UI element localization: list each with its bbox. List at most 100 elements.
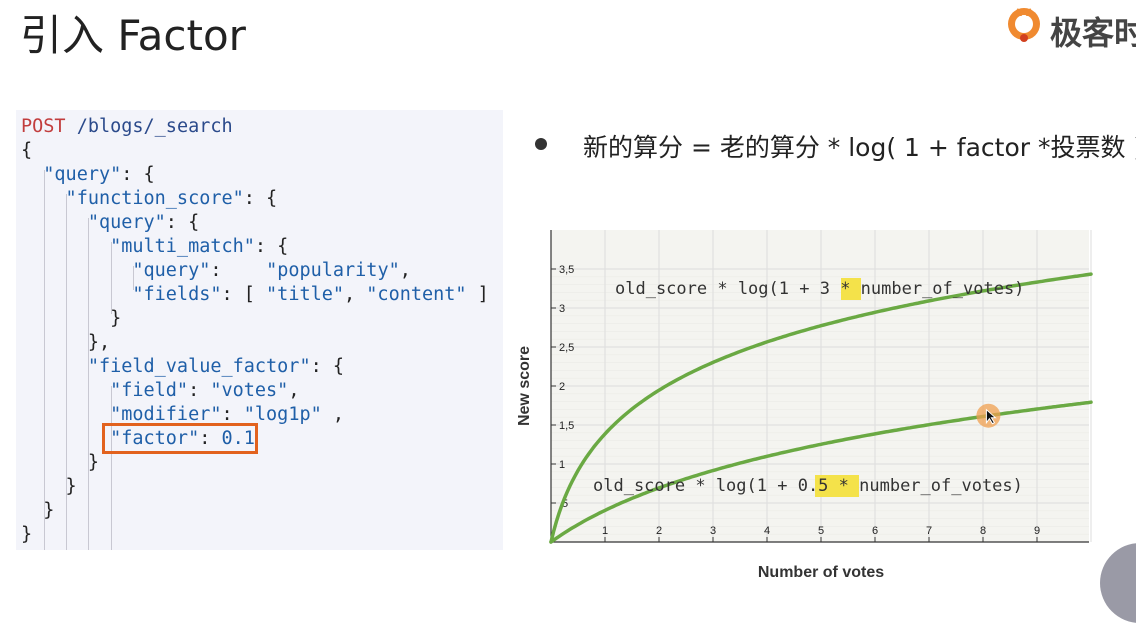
x-tick-label: 2 [656, 525, 662, 537]
code-token: "title" [266, 284, 345, 305]
code-token: : [199, 428, 222, 449]
series-annotation: old_score * log(1 + 3 * number_of_votes) [615, 279, 1024, 299]
code-line: } [21, 308, 121, 329]
x-axis-title: Number of votes [758, 564, 884, 581]
brand-logo: 极客时间 [1004, 4, 1136, 52]
code-line: "fields": [ "title", "content" ] [21, 284, 489, 305]
code-line: "modifier": "log1p" , [21, 404, 344, 425]
x-tick-label: 7 [926, 525, 932, 537]
x-tick-label: 8 [980, 525, 986, 537]
code-token: } [21, 452, 99, 473]
presenter-corner [1100, 543, 1136, 623]
code-token: "field_value_factor" [21, 356, 311, 377]
code-token: POST [21, 116, 66, 137]
code-token: , [288, 380, 300, 401]
code-line: POST /blogs/_search [21, 116, 233, 137]
code-panel: POST /blogs/_search{ "query": { "functio… [16, 110, 503, 550]
code-token: "log1p" [243, 404, 322, 425]
slide-title: 引入 Factor [20, 11, 246, 60]
x-tick-label: 5 [818, 525, 824, 537]
code-line: }, [21, 332, 110, 353]
code-line: "factor": 0.1 [21, 428, 255, 449]
annotation-value: 0.5 [798, 476, 829, 496]
y-axis-title: New score [516, 346, 533, 426]
x-tick-label: 9 [1034, 525, 1040, 537]
annotation-suffix: * number_of_votes) [828, 476, 1022, 496]
code-token: "query" [21, 164, 122, 185]
logo-text: 极客时间 [1050, 14, 1136, 52]
code-line: "query": { [21, 212, 199, 233]
code-token: } [21, 476, 77, 497]
factor-highlight-box [102, 423, 258, 454]
indent-guide [111, 242, 112, 314]
code-token: : { [121, 164, 155, 185]
code-token: 0.1 [221, 428, 255, 449]
x-tick-label: 4 [764, 525, 770, 537]
code-token: : [210, 260, 267, 281]
code-line: "field": "votes", [21, 380, 299, 401]
curve-factor-0 [549, 272, 1093, 544]
code-token: } [21, 308, 122, 329]
x-tick-label: 3 [710, 525, 716, 537]
y-tick-label: 3 [559, 303, 565, 315]
annotation-suffix: * number_of_votes) [830, 279, 1024, 299]
indent-guide [133, 266, 134, 290]
code-token: "votes" [210, 380, 289, 401]
mouse-cursor-icon [985, 408, 997, 425]
y-tick-label: 2,5 [559, 342, 574, 354]
curve-factor-1 [549, 400, 1093, 544]
code-token: : [188, 380, 211, 401]
annotation-prefix: old_score * log(1 + [593, 476, 798, 496]
code-line: "query": "popularity", [21, 260, 411, 281]
x-tick-label: 1 [602, 525, 608, 537]
code-token: /blogs/_search [65, 116, 233, 137]
code-token: } [21, 524, 33, 545]
x-tick-label: 6 [872, 525, 878, 537]
code-token: : { [254, 236, 289, 257]
indent-guide [88, 218, 89, 550]
code-line: } [21, 500, 54, 521]
code-token: : { [165, 212, 200, 233]
y-tick-label: 3,5 [559, 264, 574, 276]
code-token: , [344, 284, 367, 305]
annotation-value: 3 [820, 279, 830, 299]
code-token: , [321, 404, 345, 425]
code-token: : [ [221, 284, 267, 305]
code-token: "content" [366, 284, 467, 305]
code-line: } [21, 452, 99, 473]
code-token: "factor" [21, 428, 200, 449]
code-token: "query" [21, 212, 166, 233]
indent-guide [111, 386, 112, 550]
code-line: } [21, 476, 77, 497]
code-line: { [21, 140, 32, 161]
bullet-dot [535, 138, 547, 150]
logo-icon [1008, 8, 1040, 42]
code-token: "function_score" [21, 188, 244, 209]
factor-value-highlight [841, 278, 861, 300]
code-token: , [399, 260, 411, 281]
code-line: "multi_match": { [21, 236, 288, 257]
code-token: "fields" [21, 284, 222, 305]
code-token: "popularity" [266, 260, 400, 281]
code-line: } [21, 524, 32, 545]
code-token: }, [21, 332, 111, 353]
score-formula: 新的算分 = 老的算分 * log( 1 + factor *投票数 ) [583, 133, 1136, 162]
code-token: ] [466, 284, 489, 305]
indent-guide [44, 170, 45, 550]
code-token: : { [310, 356, 345, 377]
y-tick-label: 1 [559, 459, 565, 471]
code-token: "field" [21, 380, 189, 401]
y-tick-label: 1,5 [559, 420, 574, 432]
code-line: "function_score": { [21, 188, 278, 209]
code-token: { [21, 140, 33, 161]
code-token: } [21, 500, 55, 521]
code-token: "multi_match" [21, 236, 255, 257]
series-annotation: old_score * log(1 + 0.5 * number_of_vote… [593, 476, 1023, 496]
indent-guide [66, 194, 67, 550]
annotation-prefix: old_score * log(1 + [615, 279, 820, 299]
code-token: "modifier" [21, 404, 222, 425]
factor-value-highlight [815, 475, 859, 497]
y-tick-label: 2 [559, 381, 565, 393]
code-token: : [221, 404, 244, 425]
code-token: "query" [21, 260, 211, 281]
